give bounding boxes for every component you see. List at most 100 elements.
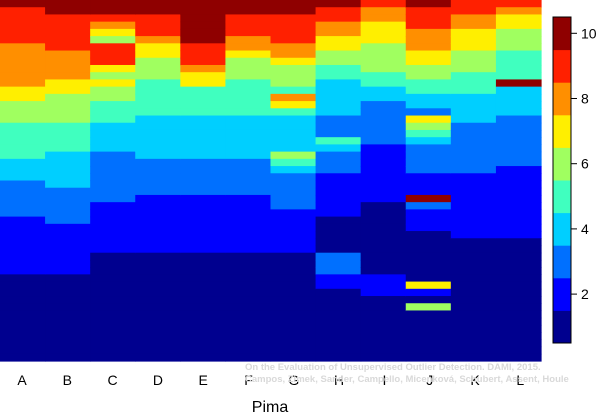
heatmap-cell <box>405 209 452 218</box>
heatmap-cell <box>315 202 362 210</box>
heatmap-cell <box>45 324 91 333</box>
heatmap-cell <box>0 187 46 196</box>
heatmap-cell <box>180 346 227 355</box>
heatmap-cell <box>495 137 542 145</box>
heatmap-cells <box>0 0 542 362</box>
heatmap-cell <box>0 144 46 153</box>
heatmap-cell <box>450 303 497 312</box>
heatmap-cell <box>0 274 46 283</box>
heatmap-cell <box>90 245 136 254</box>
heatmap-cell <box>450 72 497 81</box>
heatmap-cell <box>450 0 497 8</box>
heatmap-cell <box>315 231 362 239</box>
heatmap-cell <box>315 101 362 109</box>
heatmap-cell <box>360 324 407 333</box>
heatmap-cell <box>405 93 452 102</box>
heatmap-cell <box>45 202 91 210</box>
heatmap-cell <box>45 231 91 239</box>
heatmap-cell <box>450 332 497 340</box>
heatmap-cell <box>225 14 272 23</box>
heatmap-cell <box>405 216 452 225</box>
heatmap-cell <box>45 259 91 268</box>
heatmap-cell <box>495 238 542 247</box>
heatmap-cell <box>135 166 181 174</box>
heatmap-cell <box>225 50 272 59</box>
heatmap-cell <box>225 267 272 275</box>
heatmap-cell <box>450 252 497 261</box>
heatmap-cell <box>225 245 272 254</box>
heatmap-cell <box>180 144 227 153</box>
heatmap-cell <box>495 50 542 59</box>
heatmap-cell <box>0 353 46 362</box>
heatmap-cell <box>495 194 542 203</box>
heatmap-cell <box>90 151 136 160</box>
heatmap-cell <box>405 310 452 319</box>
heatmap-cell <box>225 274 272 283</box>
heatmap-cell <box>180 231 227 239</box>
heatmap-cell <box>315 252 362 261</box>
heatmap-cell <box>360 72 407 81</box>
heatmap-cell <box>225 101 272 109</box>
heatmap-cell <box>90 317 136 326</box>
heatmap-cell <box>90 346 136 355</box>
heatmap-cell <box>0 79 46 88</box>
heatmap-cell <box>90 296 136 304</box>
heatmap-cell <box>315 180 362 189</box>
heatmap-cell <box>0 7 46 16</box>
heatmap-cell <box>0 151 46 160</box>
heatmap-cell <box>135 216 181 225</box>
heatmap-cell <box>90 144 136 153</box>
heatmap-cell <box>180 137 227 145</box>
heatmap-cell <box>360 108 407 117</box>
heatmap-cell <box>270 166 317 174</box>
heatmap-cell <box>360 238 407 247</box>
heatmap-cell <box>450 194 497 203</box>
heatmap-cell <box>495 86 542 95</box>
heatmap-cell <box>495 129 542 138</box>
heatmap-cell <box>0 122 46 131</box>
heatmap-cell <box>90 288 136 297</box>
heatmap-cell <box>270 216 317 225</box>
heatmap-cell <box>225 317 272 326</box>
heatmap-cell <box>495 310 542 319</box>
heatmap-cell <box>360 288 407 297</box>
heatmap-cell <box>225 86 272 95</box>
heatmap-cell <box>450 317 497 326</box>
heatmap-cell <box>135 252 181 261</box>
heatmap-cell <box>270 223 317 232</box>
heatmap-cell <box>270 324 317 333</box>
heatmap-cell <box>45 158 91 167</box>
heatmap-cell <box>270 72 317 81</box>
heatmap-cell <box>405 281 452 290</box>
heatmap-cell <box>0 36 46 44</box>
colorbar-tick-label: 2 <box>581 286 589 302</box>
heatmap-cell <box>450 288 497 297</box>
heatmap-cell <box>90 180 136 189</box>
heatmap-cell <box>450 21 497 30</box>
heatmap-cell <box>405 72 452 81</box>
heatmap-cell <box>450 296 497 304</box>
colorbar-ticks: 2 4 6 8 10 <box>571 25 597 302</box>
heatmap-cell <box>495 231 542 239</box>
heatmap-cell <box>315 346 362 355</box>
heatmap-cell <box>45 267 91 275</box>
heatmap-cell <box>495 79 542 88</box>
heatmap-cell <box>45 353 91 362</box>
heatmap-cell <box>135 101 181 109</box>
heatmap-cell <box>45 238 91 247</box>
heatmap-cell <box>135 57 181 66</box>
colorbar-segment <box>553 147 571 181</box>
heatmap-cell <box>450 173 497 182</box>
heatmap-cell <box>405 166 452 174</box>
heatmap-cell <box>225 144 272 153</box>
heatmap-cell <box>180 252 227 261</box>
heatmap-cell <box>270 296 317 304</box>
heatmap-cell <box>360 180 407 189</box>
heatmap-cell <box>45 274 91 283</box>
heatmap-cell <box>495 7 542 16</box>
heatmap-cell <box>270 64 317 73</box>
heatmap-cell <box>135 79 181 88</box>
heatmap-cell <box>405 86 452 95</box>
heatmap-cell <box>180 14 227 23</box>
heatmap-cell <box>225 353 272 362</box>
